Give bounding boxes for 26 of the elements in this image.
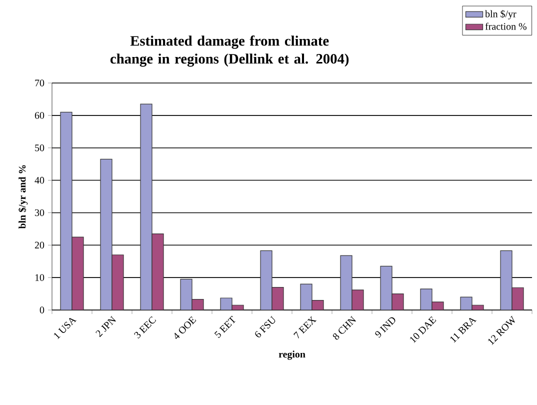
- bar: [500, 250, 512, 310]
- bar: [140, 104, 152, 310]
- legend-label: fraction %: [485, 22, 526, 30]
- bar: [152, 233, 164, 310]
- y-tick-label: 60: [34, 112, 44, 119]
- bar: [380, 266, 392, 310]
- y-tick-label: 50: [35, 144, 44, 152]
- bar: [112, 254, 124, 310]
- y-axis-title: bln $/yr and %: [18, 165, 28, 229]
- x-tick-label: 11 BRA: [450, 318, 477, 343]
- legend-label: bln $/yr: [485, 10, 516, 20]
- y-tick-label: 40: [34, 176, 44, 184]
- bar: [72, 236, 84, 310]
- y-tick-label: 10: [35, 274, 44, 281]
- x-tick-label: 2 JPN: [96, 316, 116, 338]
- y-tick-label: 0: [40, 306, 44, 314]
- y-tick-label: 70: [35, 80, 44, 86]
- bar: [340, 255, 352, 310]
- x-tick-label: 1 USA: [54, 318, 77, 340]
- y-tick-label: 30: [35, 209, 44, 216]
- x-axis-title: region: [278, 350, 306, 360]
- y-tick-label: 20: [34, 242, 44, 248]
- chart-title: Estimated damage from climate change in regions (Dellink et al. 2004): [110, 35, 349, 67]
- bar: [260, 250, 272, 310]
- bar: [100, 158, 112, 310]
- bar: [60, 112, 72, 310]
